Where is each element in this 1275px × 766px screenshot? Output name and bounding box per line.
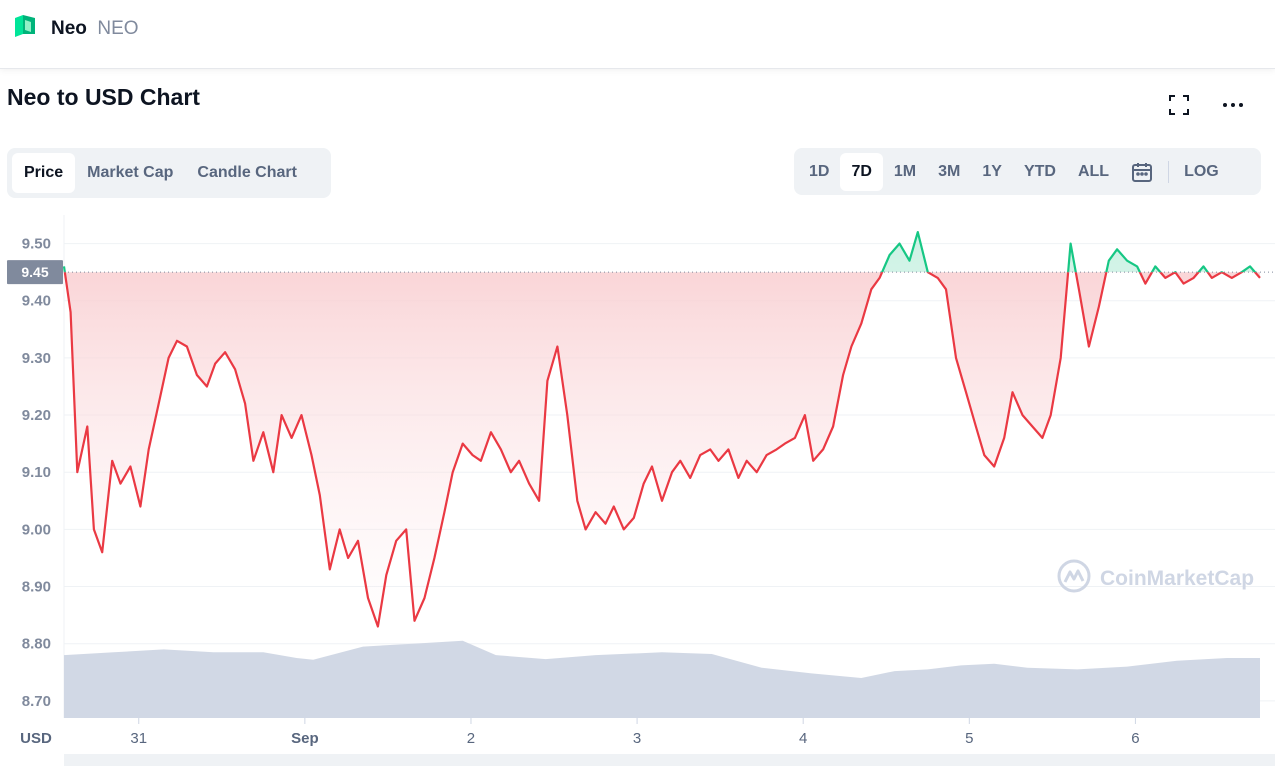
range-7d[interactable]: 7D [840,152,883,191]
price-fill-above [64,232,1256,273]
watermark-text: CoinMarketCap [1100,567,1254,590]
range-3m[interactable]: 3M [938,162,961,180]
x-tick-label: 6 [1131,730,1139,747]
volume-area-path [64,640,1260,718]
price-chart[interactable]: CoinMarketCap 9.45 8.70 8.80 8.90 9.00 9.10 9… [0,205,1275,755]
baseline-badge-label: 9.45 [21,264,48,280]
price-fill [64,232,1260,627]
price-line [62,231,1261,628]
y-tick-label: 8.80 [22,636,51,653]
range-1m[interactable]: 1M [893,162,917,180]
x-axis: 31 Sep 2 3 4 5 6 [130,718,1140,747]
y-tick-label: 9.00 [22,521,51,538]
coin-name: Neo [51,17,87,39]
fullscreen-icon[interactable] [1166,92,1192,118]
price-fill-below [64,272,1260,627]
y-tick-label: 9.40 [22,293,51,310]
range-1d[interactable]: 1D [809,162,830,180]
coinmarketcap-watermark: CoinMarketCap [1057,559,1254,593]
y-tick-label: 9.20 [22,407,51,424]
y-tick-label: 9.30 [22,350,51,367]
x-tick-label: 5 [965,730,973,747]
range-ytd[interactable]: YTD [1023,162,1056,180]
chart-type-tabs: Price Market Cap Candle Chart [7,148,331,198]
tab-price[interactable]: Price [12,153,76,193]
cmc-logo-icon [1057,559,1091,593]
navigator-strip[interactable] [64,754,1275,766]
x-tick-label: 31 [130,730,147,747]
x-tick-label: 2 [467,730,475,747]
baseline-badge: 9.45 [7,260,63,285]
tab-candle-chart[interactable]: Candle Chart [197,164,297,181]
x-tick-label: 4 [799,730,807,747]
time-range-selector: 1D 7D 1M 3M 1Y YTD ALL LOG [794,148,1261,195]
range-1y[interactable]: 1Y [982,162,1002,180]
x-tick-label: 3 [633,730,641,747]
volume-area [64,640,1260,718]
coin-symbol: NEO [97,17,139,39]
calendar-icon[interactable] [1120,153,1164,191]
range-divider [1168,160,1170,183]
log-scale-toggle[interactable]: LOG [1184,162,1219,180]
more-options-icon[interactable] [1220,92,1246,118]
price-line-down [63,272,1261,628]
y-axis-unit-label: USD [20,730,52,747]
x-tick-label: Sep [291,730,319,747]
baseline-badge-bg [7,260,63,285]
range-all[interactable]: ALL [1077,162,1110,180]
neo-logo-icon [13,14,37,43]
y-tick-label: 9.10 [22,464,51,481]
y-axis: 8.70 8.80 8.90 9.00 9.10 9.20 9.30 9.40 9.50 USD [20,236,52,747]
chart-title: Neo to USD Chart [7,84,200,110]
y-tick-label: 9.50 [22,236,51,253]
coin-brand[interactable]: Neo NEO [13,14,139,43]
y-tick-label: 8.70 [22,693,51,710]
top-header: Neo NEO [0,0,1275,69]
y-tick-label: 8.90 [22,579,51,596]
tab-market-cap[interactable]: Market Cap [87,164,174,181]
